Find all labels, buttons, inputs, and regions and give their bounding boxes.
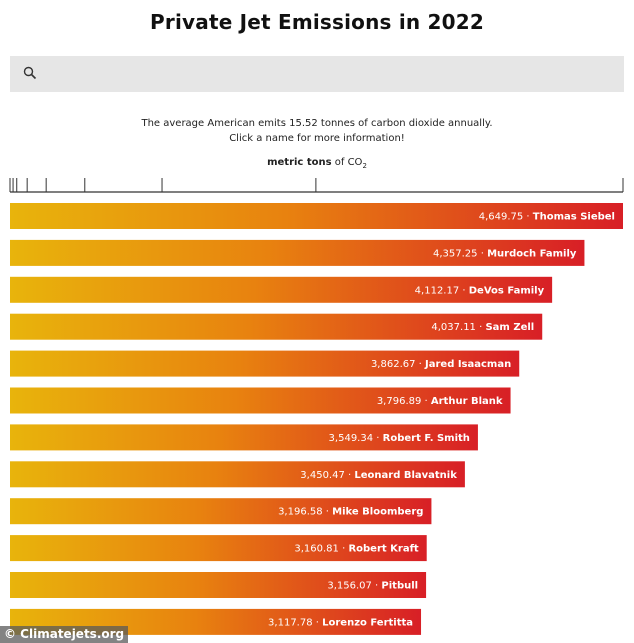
bar-label[interactable]: 4,037.11 · Sam Zell xyxy=(431,322,534,333)
bar-name-label[interactable]: DeVos Family xyxy=(469,285,545,296)
bar-group[interactable]: 3,156.07 · Pitbull xyxy=(10,572,427,598)
bar-label[interactable]: 3,117.78 · Lorenzo Fertitta xyxy=(268,617,413,628)
bar-group[interactable]: 4,649.75 · Thomas Siebel xyxy=(10,203,623,229)
bar-group[interactable]: 3,862.67 · Jared Isaacman xyxy=(10,350,520,377)
bar[interactable] xyxy=(10,461,465,488)
bar-name-label[interactable]: Thomas Siebel xyxy=(533,212,615,223)
bar-group[interactable]: 3,549.34 · Robert F. Smith xyxy=(10,424,478,451)
bar[interactable] xyxy=(10,203,623,229)
bar-name-label[interactable]: Pitbull xyxy=(381,581,418,592)
bar-label[interactable]: 3,450.47 · Leonard Blavatnik xyxy=(300,470,457,481)
bar-group[interactable]: 4,037.11 · Sam Zell xyxy=(10,313,543,340)
bar-value-label: 4,112.17 · xyxy=(415,285,469,296)
bar-value-label: 4,357.25 · xyxy=(433,248,487,259)
axis-label-bold: metric tons xyxy=(267,157,332,168)
bar[interactable] xyxy=(10,424,478,451)
bar-chart: 4,649.75 · Thomas Siebel 4,357.25 · Murdo… xyxy=(9,178,624,635)
bar-label[interactable]: 3,196.58 · Mike Bloomberg xyxy=(278,507,423,518)
bar-name-label[interactable]: Leonard Blavatnik xyxy=(354,470,457,481)
bar-value-label: 3,196.58 · xyxy=(278,507,332,518)
bar[interactable] xyxy=(10,313,543,340)
axis-label: metric tons of CO2 xyxy=(0,157,634,170)
bar-name-label[interactable]: Jared Isaacman xyxy=(424,359,511,370)
bar-name-label[interactable]: Mike Bloomberg xyxy=(332,507,423,518)
bar-label[interactable]: 4,649.75 · Thomas Siebel xyxy=(479,212,615,223)
bar-value-label: 4,649.75 · xyxy=(479,212,533,223)
bar-group[interactable]: 3,160.81 · Robert Kraft xyxy=(10,535,427,562)
bar-label[interactable]: 4,357.25 · Murdoch Family xyxy=(433,248,577,259)
bar-value-label: 3,117.78 · xyxy=(268,617,322,628)
chart-title: Private Jet Emissions in 2022 xyxy=(150,10,484,34)
bar[interactable] xyxy=(10,498,432,525)
bar-value-label: 3,450.47 · xyxy=(300,470,354,481)
bar-label[interactable]: 4,112.17 · DeVos Family xyxy=(415,285,545,296)
bar[interactable] xyxy=(10,239,585,266)
bar[interactable] xyxy=(10,350,520,377)
search-icon xyxy=(23,66,37,80)
bar-name-label[interactable]: Lorenzo Fertitta xyxy=(322,617,413,628)
bar-group[interactable]: 4,357.25 · Murdoch Family xyxy=(10,239,585,266)
credit-watermark: © Climatejets.org xyxy=(0,626,129,643)
bar[interactable] xyxy=(10,572,427,598)
bar-label[interactable]: 3,156.07 · Pitbull xyxy=(327,581,418,592)
bar-name-label[interactable]: Sam Zell xyxy=(485,322,534,333)
bar-value-label: 3,862.67 · xyxy=(371,359,425,370)
bar-value-label: 3,156.07 · xyxy=(327,581,381,592)
chart-subtitle: The average American emits 15.52 tonnes … xyxy=(0,116,634,146)
bar-label[interactable]: 3,160.81 · Robert Kraft xyxy=(294,544,419,555)
bar-name-label[interactable]: Robert Kraft xyxy=(348,544,418,555)
bar-name-label[interactable]: Arthur Blank xyxy=(431,396,503,407)
bar-value-label: 4,037.11 · xyxy=(431,322,485,333)
axis-label-rest: of CO xyxy=(331,157,363,168)
bar-value-label: 3,796.89 · xyxy=(377,396,431,407)
subtitle-line-1: The average American emits 15.52 tonnes … xyxy=(141,118,493,129)
bar-value-label: 3,160.81 · xyxy=(294,544,348,555)
bar-value-label: 3,549.34 · xyxy=(329,433,383,444)
bar[interactable] xyxy=(10,387,511,414)
bar-group[interactable]: 4,112.17 · DeVos Family xyxy=(10,276,553,303)
bar[interactable] xyxy=(10,276,553,303)
bar-name-label[interactable]: Robert F. Smith xyxy=(383,433,470,444)
bar-name-label[interactable]: Murdoch Family xyxy=(487,248,577,259)
search-input[interactable] xyxy=(10,56,624,92)
subtitle-line-2: Click a name for more information! xyxy=(229,133,405,144)
bar-label[interactable]: 3,796.89 · Arthur Blank xyxy=(377,396,503,407)
bar-group[interactable]: 3,196.58 · Mike Bloomberg xyxy=(10,498,432,525)
axis-label-sub: 2 xyxy=(362,162,367,170)
bar-group[interactable]: 3,450.47 · Leonard Blavatnik xyxy=(10,461,465,488)
bar-group[interactable]: 3,796.89 · Arthur Blank xyxy=(10,387,511,414)
bar[interactable] xyxy=(10,535,427,562)
bar-label[interactable]: 3,862.67 · Jared Isaacman xyxy=(371,359,511,370)
bar-label[interactable]: 3,549.34 · Robert F. Smith xyxy=(329,433,470,444)
